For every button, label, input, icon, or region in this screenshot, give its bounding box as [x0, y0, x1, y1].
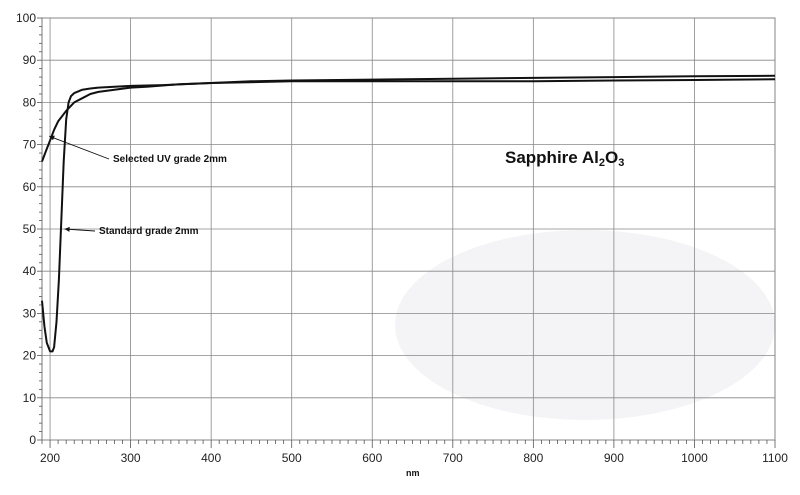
- title-main: Sapphire Al: [505, 148, 599, 167]
- grid: [41, 17, 776, 441]
- x-tick-label-4: 600: [362, 451, 382, 465]
- series-layer: [41, 74, 776, 353]
- y-tick-labels: 0 10 20 30 40 50 60 70 80 90 100: [16, 11, 36, 447]
- y-tick-label-7: 70: [23, 138, 37, 152]
- y-tick-label-4: 40: [23, 264, 37, 278]
- series-line-1: [41, 78, 776, 353]
- annotation-arrowhead-1: [64, 226, 70, 232]
- title-subscript-3: 3: [618, 157, 624, 169]
- title-subscript-2: 2: [599, 157, 605, 169]
- annotation-arrowhead-0: [49, 135, 55, 141]
- x-axis-label: nm: [406, 468, 420, 478]
- x-tick-labels: 200 300 400 500 600 700 800 900 1000 1100: [40, 451, 788, 465]
- y-tick-label-6: 60: [23, 180, 37, 194]
- y-tick-label-0: 0: [29, 433, 36, 447]
- x-tick-label-5: 700: [443, 451, 463, 465]
- annotation-arrow-line-1: [64, 228, 96, 232]
- y-tick-label-9: 90: [23, 53, 37, 67]
- x-tick-label-8: 1000: [681, 451, 708, 465]
- y-tick-label-5: 50: [23, 222, 37, 236]
- annotation-arrow-line-0: [49, 135, 110, 160]
- y-tick-label-2: 20: [23, 349, 37, 363]
- y-tick-label-10: 100: [16, 11, 36, 25]
- x-tick-label-0: 200: [40, 451, 60, 465]
- y-tick-label-8: 80: [23, 95, 37, 109]
- x-tick-label-9: 1100: [762, 451, 788, 465]
- y-tick-label-1: 10: [23, 391, 37, 405]
- minor-ticks: [37, 17, 776, 448]
- x-tick-label-6: 800: [523, 451, 543, 465]
- annotations: Selected UV grade 2mm Standard grade 2mm: [49, 135, 227, 237]
- annotation-label-0: Selected UV grade 2mm: [113, 154, 227, 165]
- chart-title: Sapphire Al2O3: [505, 148, 624, 169]
- x-tick-label-1: 300: [121, 451, 141, 465]
- x-tick-label-3: 500: [282, 451, 302, 465]
- y-tick-label-3: 30: [23, 306, 37, 320]
- title-mid: O: [605, 148, 618, 167]
- series-line-0: [41, 74, 776, 162]
- x-tick-label-7: 900: [604, 451, 624, 465]
- x-tick-label-2: 400: [201, 451, 221, 465]
- annotation-label-1: Standard grade 2mm: [99, 226, 199, 237]
- background-haze: [395, 230, 775, 420]
